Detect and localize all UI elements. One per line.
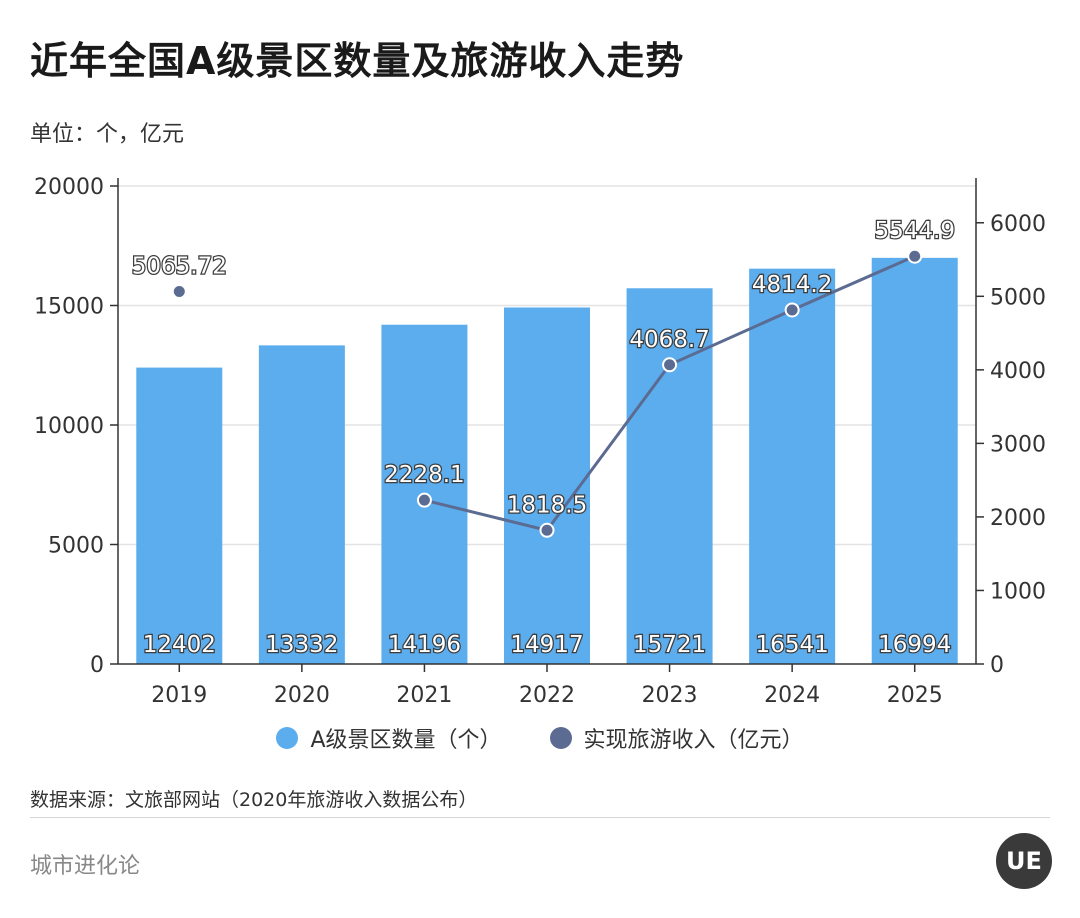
x-tick-label: 2024 [764,683,820,708]
revenue-value-label: 5544.9 [874,218,954,244]
legend-bar-swatch [276,727,299,749]
footer-brand: 城市进化论 [30,854,141,879]
y-tick-label-left: 0 [90,653,104,678]
revenue-value-label: 4068.7 [629,327,709,353]
y-tick-label-right: 1000 [990,579,1046,604]
revenue-point [662,357,678,373]
bar [871,257,958,664]
y-tick-label-left: 20000 [34,175,104,200]
chart-title: 近年全国A级景区数量及旅游收入走势 [30,39,685,83]
x-tick-label: 2021 [396,683,452,708]
legend-line-label: 实现旅游收入（亿元） [583,728,804,753]
legend: A级景区数量（个） 实现旅游收入（亿元） [0,722,1080,754]
bar-value-label: 13332 [265,632,338,658]
revenue-value-label: 1818.5 [507,492,587,518]
revenue-value-label: 2228.1 [384,462,464,488]
bar-value-label: 14196 [388,632,461,658]
bar [258,345,345,664]
x-tick-label: 2025 [887,683,943,708]
y-tick-label-left: 5000 [48,534,104,559]
bar-value-label: 15721 [633,632,706,658]
y-tick-label-left: 15000 [34,295,104,320]
footer-divider [30,817,1050,818]
y-tick-label-right: 3000 [990,432,1046,457]
revenue-value-label: 4814.2 [752,272,832,298]
revenue-point [171,283,187,299]
unit-label: 单位：个，亿元 [30,122,185,147]
revenue-point [416,492,432,508]
brand-logo: UE [996,833,1052,889]
x-tick-label: 2022 [519,683,575,708]
legend-bar-label: A级景区数量（个） [310,728,502,753]
bar [136,367,223,664]
bar-value-label: 12402 [143,632,216,658]
revenue-point [907,248,923,264]
legend-item-line[interactable]: 实现旅游收入（亿元） [549,722,804,754]
revenue-value-label: 5065.72 [132,253,227,279]
x-tick-label: 2023 [642,683,698,708]
y-tick-label-right: 4000 [990,359,1046,384]
revenue-point [539,522,555,538]
chart-area: 0 5000 10000 15000 20000 0 1000 2000 3000 4000 500… [34,175,1046,708]
bar [504,307,590,664]
data-source: 数据来源：文旅部网站（2020年旅游收入数据公布） [30,789,478,811]
legend-line-swatch [549,727,572,749]
y-tick-label-left: 10000 [34,414,104,439]
x-tick-label: 2020 [274,683,330,708]
legend-item-bar[interactable]: A级景区数量（个） [276,722,502,754]
revenue-point [784,302,800,318]
bar-value-label: 16994 [878,632,951,658]
y-tick-label-right: 5000 [990,285,1046,310]
y-tick-label-right: 0 [990,653,1004,678]
y-tick-label-right: 6000 [990,212,1046,237]
bar-value-label: 16541 [756,632,829,658]
bar [749,268,836,664]
bar-value-label: 14917 [510,632,583,658]
x-tick-label: 2019 [151,683,207,708]
y-tick-label-right: 2000 [990,506,1046,531]
